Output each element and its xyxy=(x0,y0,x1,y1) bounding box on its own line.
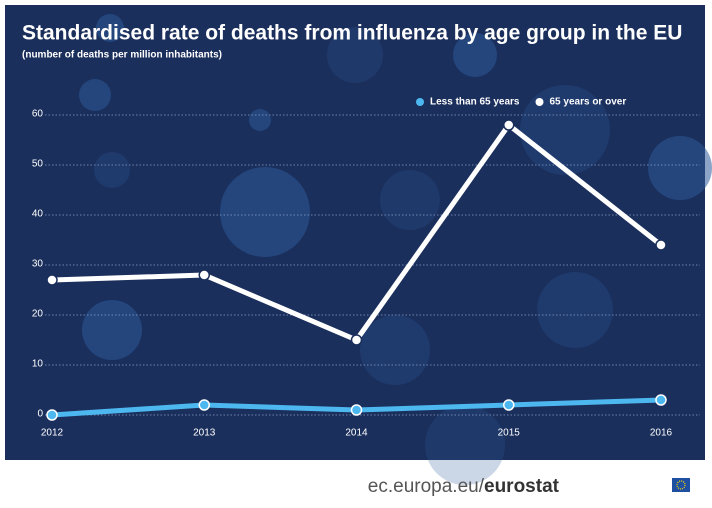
series-marker xyxy=(655,239,667,251)
series-marker xyxy=(46,274,58,286)
x-tick-label: 2013 xyxy=(193,428,216,439)
legend-swatch xyxy=(535,98,544,106)
y-tick-label: 50 xyxy=(32,159,44,170)
x-tick-label: 2016 xyxy=(650,428,673,439)
legend-label: Less than 65 years xyxy=(430,97,520,108)
y-tick-label: 0 xyxy=(37,409,43,420)
series-marker xyxy=(655,394,667,406)
x-tick-label: 2014 xyxy=(345,428,368,439)
x-tick-label: 2012 xyxy=(41,428,64,439)
eu-flag xyxy=(672,478,690,492)
series-marker xyxy=(503,399,515,411)
y-tick-label: 10 xyxy=(32,359,44,370)
legend-swatch xyxy=(416,98,424,106)
y-tick-label: 20 xyxy=(32,309,44,320)
y-tick-label: 30 xyxy=(32,259,44,270)
series-marker xyxy=(350,404,363,416)
chart-title: Standardised rate of deaths from influen… xyxy=(22,22,682,45)
y-tick-label: 60 xyxy=(32,109,44,120)
series-marker xyxy=(198,399,210,411)
series-marker xyxy=(503,119,515,131)
series-marker xyxy=(350,334,363,346)
series-marker xyxy=(198,269,210,281)
series-marker xyxy=(46,409,58,421)
footer-site: ec.europa.eu/ xyxy=(368,476,485,497)
virus-decoration xyxy=(79,14,712,485)
panel xyxy=(5,5,705,460)
legend-label: 65 years or over xyxy=(550,97,627,108)
chart-subtitle: (number of deaths per million inhabitant… xyxy=(22,50,222,61)
y-tick-label: 40 xyxy=(32,209,44,220)
x-tick-label: 2015 xyxy=(498,428,521,439)
footer-brand: eurostat xyxy=(484,476,560,497)
eu-stars xyxy=(676,480,686,490)
